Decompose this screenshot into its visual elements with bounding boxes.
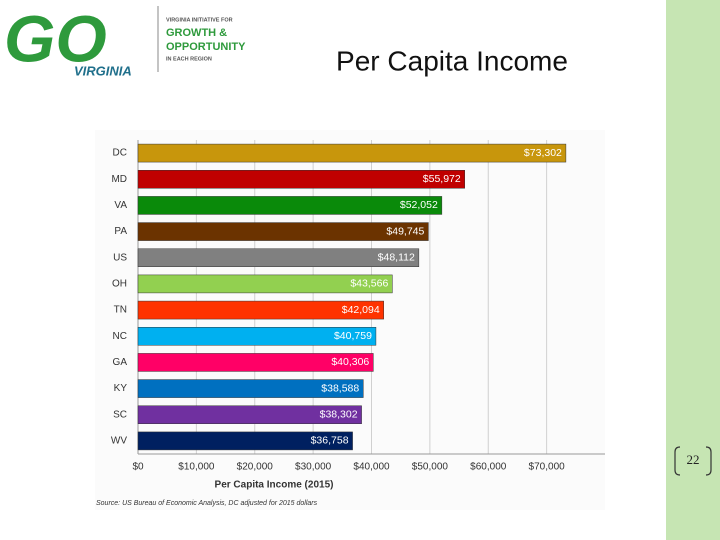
logo-text: IN EACH REGION [166,56,212,62]
value-label: $48,112 [378,252,415,264]
value-label: $42,094 [342,304,380,316]
logo-text: OPPORTUNITY [166,41,246,53]
page-number: 22 [687,452,700,467]
value-label: $38,302 [320,409,358,421]
bar [137,431,353,451]
value-label: $40,759 [334,330,372,342]
value-label: $52,052 [400,199,438,211]
bar [137,248,420,267]
logo-text: VIRGINIA INITIATIVE FOR [166,17,233,23]
logo-mark: GO [4,1,107,75]
bar [137,300,384,320]
x-tick-label: $20,000 [237,462,274,473]
x-tick-label: $50,000 [412,462,449,473]
value-label: $73,302 [524,147,562,159]
value-label: $38,588 [321,382,359,394]
bar [137,143,567,163]
x-tick-label: $10,000 [178,462,215,473]
value-label: $55,972 [423,173,461,185]
y-tick-label: KY [114,383,128,394]
value-label: $49,745 [386,225,424,237]
bar [137,353,374,372]
bar [137,196,443,215]
value-label: $43,566 [350,278,388,290]
value-label: $40,306 [331,356,369,368]
y-tick-label: NC [113,331,127,342]
x-axis-label: Per Capita Income (2015) [215,480,334,491]
y-tick-label: VA [114,200,127,211]
y-tick-label: MD [111,174,127,185]
slide-title: Per Capita Income [336,45,568,76]
page-bracket [674,446,712,476]
bar [137,327,377,346]
x-tick-label: $70,000 [529,462,566,473]
y-tick-label: WV [111,436,127,447]
y-tick-label: DC [113,148,127,159]
value-label: $36,758 [311,435,349,447]
y-tick-label: PA [114,226,127,237]
bar [137,222,429,241]
x-tick-label: $40,000 [353,462,390,473]
x-tick-label: $0 [132,462,144,473]
bar [137,170,465,189]
y-tick-label: GA [113,357,128,368]
logo-state: VIRGINIA [74,63,132,78]
source-note: Source: US Bureau of Economic Analysis, … [96,500,318,507]
y-tick-label: SC [113,409,127,420]
y-tick-label: US [113,252,127,263]
bar [137,379,364,398]
bar [137,405,362,424]
y-tick-label: TN [114,305,127,316]
logo-text: GROWTH & [166,27,227,39]
x-tick-label: $30,000 [295,462,332,473]
bar [137,274,393,294]
y-tick-label: OH [112,279,127,290]
x-tick-label: $60,000 [470,462,507,473]
